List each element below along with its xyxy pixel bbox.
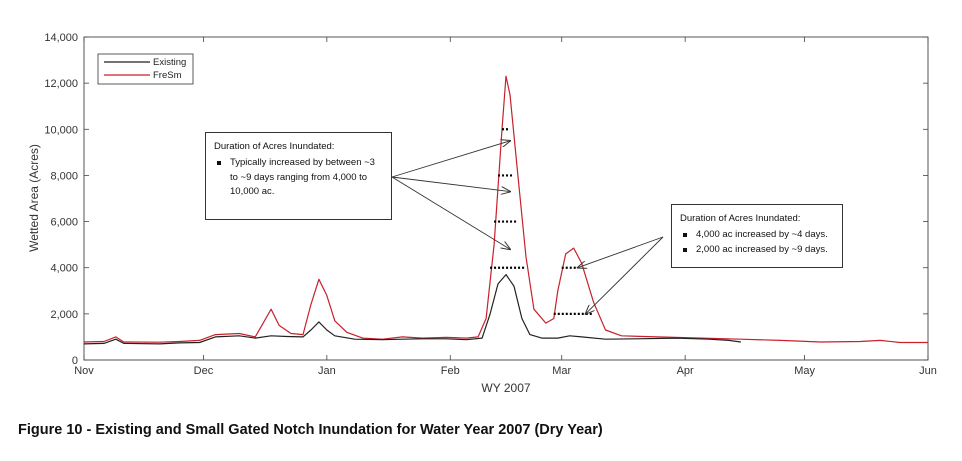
annotation-arrow bbox=[586, 236, 664, 314]
x-tick-label: Apr bbox=[677, 365, 694, 377]
x-tick-label: Mar bbox=[552, 365, 571, 377]
annotation-bullet: 4,000 ac increased by ~4 days. bbox=[680, 228, 834, 242]
y-tick-label: 4,000 bbox=[50, 263, 78, 275]
y-axis-label: Wetted Area (Acres) bbox=[27, 144, 41, 252]
plot-frame bbox=[83, 36, 929, 361]
figure-caption: Figure 10 - Existing and Small Gated Not… bbox=[18, 422, 603, 438]
series-line-fresm bbox=[83, 75, 928, 344]
series-line-existing bbox=[83, 274, 741, 345]
x-axis-label: WY 2007 bbox=[481, 381, 530, 395]
y-tick-label: 10,000 bbox=[44, 124, 78, 136]
y-tick-label: 8,000 bbox=[50, 170, 78, 182]
axis-ticks: Nov Dec Jan Feb Mar Apr May Jun 0 2,000 4,000 6,000… bbox=[44, 32, 937, 377]
legend-label-existing: Existing bbox=[153, 57, 186, 68]
y-tick-label: 2,000 bbox=[50, 309, 78, 321]
annotation-title: Duration of Acres Inundated: bbox=[214, 141, 335, 152]
annotation-box-peak: Duration of Acres Inundated: Typically i… bbox=[205, 132, 392, 220]
x-tick-label: Jan bbox=[318, 365, 336, 377]
x-tick-label: Feb bbox=[441, 365, 460, 377]
legend-box bbox=[97, 53, 194, 85]
y-tick-label: 12,000 bbox=[44, 78, 78, 90]
legend-label-fresm: FreSm bbox=[153, 70, 182, 81]
legend: Existing FreSm bbox=[97, 53, 194, 85]
x-tick-label: Jun bbox=[919, 365, 937, 377]
annotation-arrow bbox=[391, 176, 510, 249]
plot-area bbox=[83, 36, 929, 361]
x-tick-label: Dec bbox=[194, 365, 214, 377]
y-tick-label: 14,000 bbox=[44, 32, 78, 44]
annotation-bullet: 2,000 ac increased by ~9 days. bbox=[680, 243, 834, 257]
annotation-bullet: Typically increased by between ~3 to ~9 … bbox=[214, 156, 383, 199]
y-tick-label: 6,000 bbox=[50, 217, 78, 229]
annotation-arrow bbox=[578, 236, 664, 268]
annotation-box-march: Duration of Acres Inundated: 4,000 ac in… bbox=[671, 204, 843, 268]
x-tick-label: May bbox=[794, 365, 815, 377]
annotation-arrows bbox=[391, 141, 664, 314]
annotation-arrow bbox=[391, 141, 510, 178]
y-tick-label: 0 bbox=[72, 355, 78, 367]
annotation-title: Duration of Acres Inundated: bbox=[680, 213, 801, 224]
annotation-arrow bbox=[391, 176, 510, 192]
x-tick-label: Nov bbox=[74, 365, 94, 377]
